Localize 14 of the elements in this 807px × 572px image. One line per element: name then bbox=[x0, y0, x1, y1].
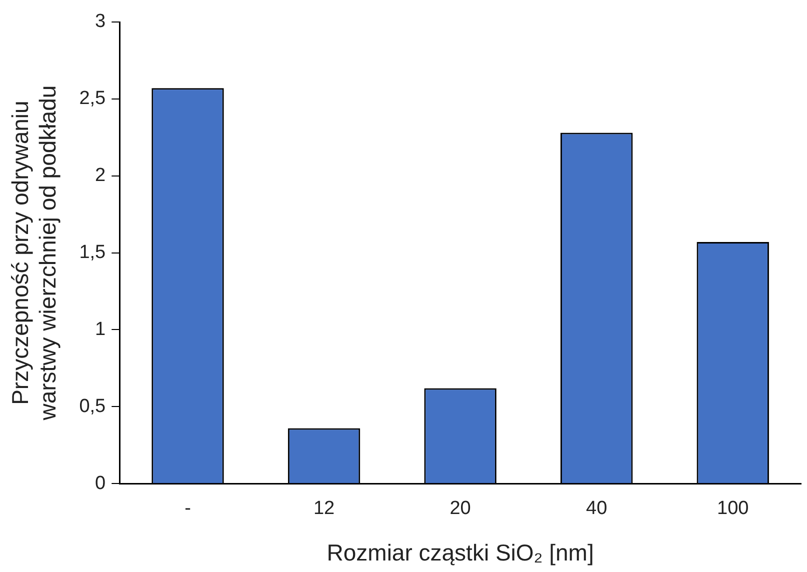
x-tick-label: 20 bbox=[450, 498, 471, 520]
y-axis-title: Przyczepność przy odrywaniu warstwy wierzchniej od podkładu bbox=[7, 85, 61, 422]
y-tick-label: 1 bbox=[95, 318, 106, 340]
y-tick-label: 0 bbox=[95, 472, 106, 494]
x-tick-label: 40 bbox=[586, 498, 608, 520]
y-tick-label: 2,5 bbox=[79, 88, 106, 110]
y-tick-label: 1,5 bbox=[79, 242, 106, 264]
x-tick-label: - bbox=[184, 498, 191, 520]
x-axis-title: Rozmiar cząstki SiO₂ [nm] bbox=[326, 540, 594, 566]
x-tick-label: 12 bbox=[313, 498, 335, 520]
y-tick-label: 0,5 bbox=[79, 396, 106, 417]
x-tick-label: 100 bbox=[717, 498, 749, 520]
y-tick-label: 3 bbox=[95, 11, 106, 32]
y-tick-label: 2 bbox=[95, 165, 106, 186]
